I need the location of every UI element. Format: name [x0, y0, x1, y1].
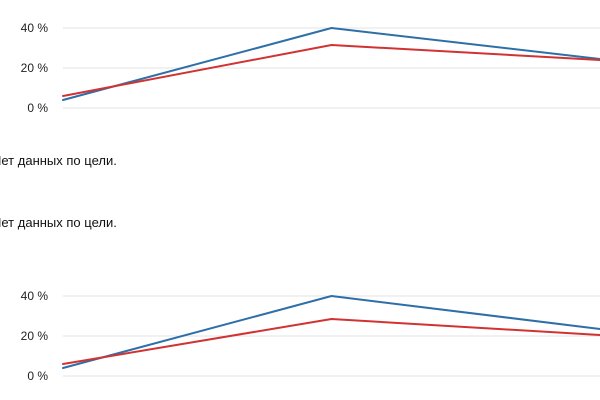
series-line-2 — [62, 44, 600, 97]
y-tick-label: 40 % — [21, 21, 49, 35]
y-tick-label: 0 % — [27, 101, 48, 115]
chart-top: 40 % 20 % 0 % — [21, 21, 600, 115]
y-tick-label: 0 % — [27, 369, 48, 383]
y-tick-label: 20 % — [21, 61, 49, 75]
grid-lines-top — [63, 27, 600, 109]
series-line-1 — [62, 27, 600, 101]
series-line-2 — [62, 318, 600, 365]
chart-bottom: 40 % 20 % 0 % — [21, 289, 600, 383]
no-data-message-2: Нет данных по цели. — [0, 215, 117, 230]
y-axis-ticks-bottom: 40 % 20 % 0 % — [21, 289, 49, 383]
series-group-bottom — [62, 295, 600, 369]
series-line-1 — [62, 295, 600, 369]
grid-lines-bottom — [63, 295, 600, 377]
series-group-top — [62, 27, 600, 101]
y-tick-label: 40 % — [21, 289, 49, 303]
y-axis-ticks-top: 40 % 20 % 0 % — [21, 21, 49, 115]
no-data-message-1: Нет данных по цели. — [0, 153, 117, 168]
y-tick-label: 20 % — [21, 329, 49, 343]
